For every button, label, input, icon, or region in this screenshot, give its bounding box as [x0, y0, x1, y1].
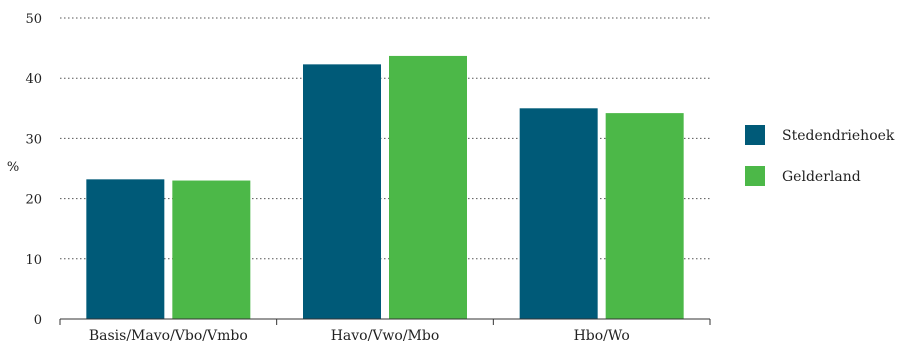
bars	[86, 55, 684, 320]
legend-label: Gelderland	[782, 169, 861, 185]
x-category-label: Basis/Mavo/Vbo/Vmbo	[89, 328, 248, 344]
y-tick-label: 30	[25, 132, 42, 147]
bar-stedendriehoek	[303, 64, 381, 319]
legend-swatch	[745, 125, 765, 145]
y-tick-label: 40	[25, 72, 42, 87]
y-tick-label: 20	[25, 193, 42, 208]
x-category-label: Havo/Vwo/Mbo	[331, 328, 440, 344]
gridlines	[60, 17, 710, 260]
bar-gelderland	[389, 55, 467, 320]
x-axis: Basis/Mavo/Vbo/Vmbo Havo/Vwo/Mbo Hbo/Wo	[59, 318, 711, 344]
x-category-label: Hbo/Wo	[574, 328, 630, 344]
legend: Stedendriehoek Gelderland	[745, 125, 895, 186]
y-axis-ticks: 0 10 20 30 40 50	[25, 12, 42, 328]
y-tick-label: 0	[34, 313, 42, 328]
y-tick-label: 10	[25, 253, 42, 268]
legend-label: Stedendriehoek	[782, 128, 895, 144]
y-axis-label: %	[7, 160, 19, 175]
legend-swatch	[745, 166, 765, 186]
bar-stedendriehoek	[86, 179, 165, 319]
bar-gelderland	[605, 113, 684, 319]
bar-stedendriehoek	[519, 108, 598, 319]
y-tick-label: 50	[25, 12, 42, 27]
bar-gelderland	[172, 180, 251, 319]
